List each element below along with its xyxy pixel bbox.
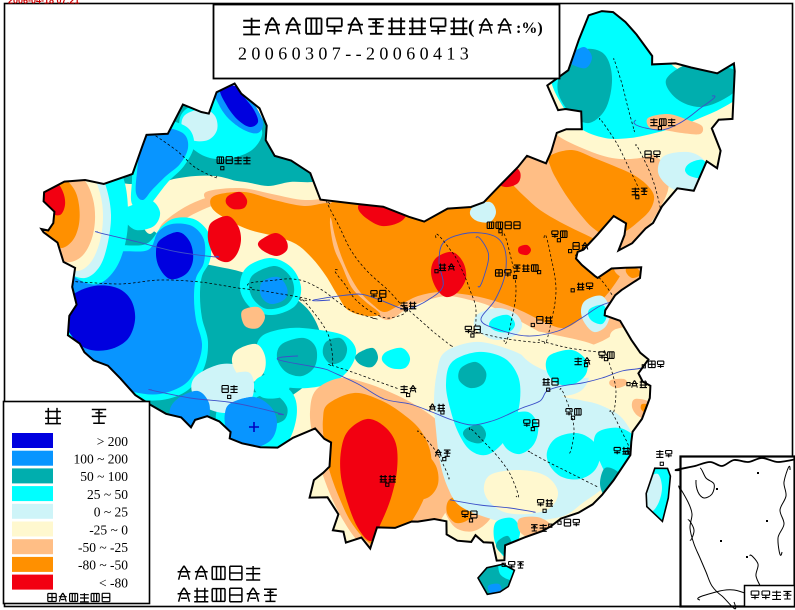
svg-text:< -80: < -80 [99,575,128,590]
svg-text::%): :%) [516,20,543,37]
svg-text:-25 ~ 0: -25 ~ 0 [89,522,128,537]
svg-text:-50 ~ -25: -50 ~ -25 [78,540,128,555]
svg-text:50 ~ 100: 50 ~ 100 [80,469,128,484]
svg-text:25 ~ 50: 25 ~ 50 [87,487,128,502]
svg-text:20060307--20060413: 20060307--20060413 [238,44,473,64]
svg-text:(: ( [468,17,474,38]
svg-text:0 ~ 25: 0 ~ 25 [94,505,129,520]
svg-text:100 ~ 200: 100 ~ 200 [73,452,128,467]
svg-text:> 200: > 200 [97,434,128,449]
svg-text:2006-04-18 07:21: 2006-04-18 07:21 [8,0,80,6]
svg-text:-80 ~ -50: -80 ~ -50 [78,558,128,573]
